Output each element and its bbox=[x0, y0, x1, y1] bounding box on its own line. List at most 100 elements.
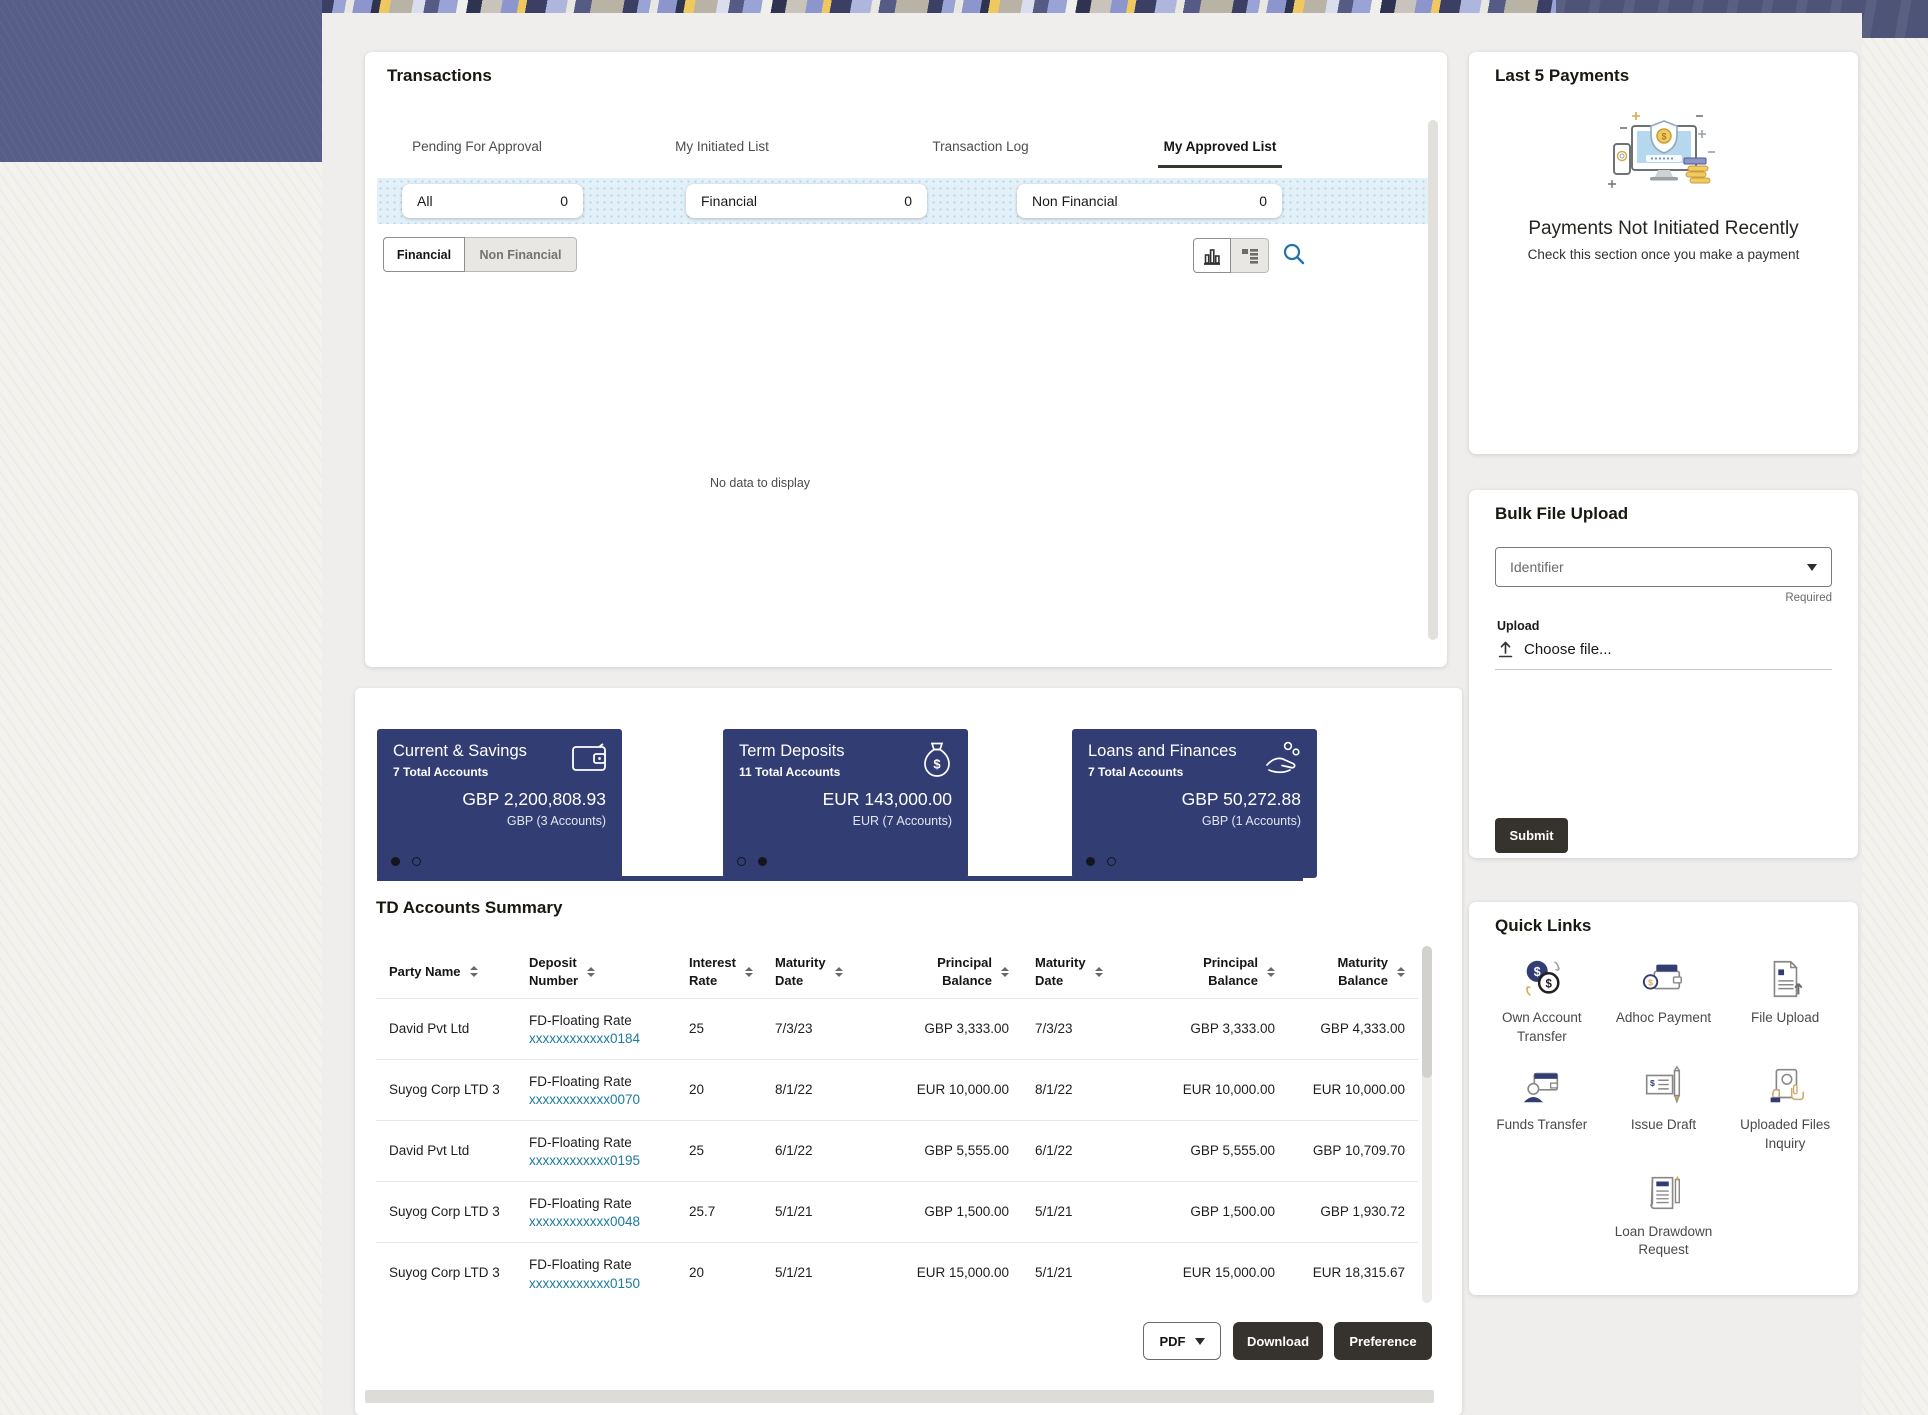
svg-text:$: $ bbox=[1651, 1078, 1656, 1088]
preference-button[interactable]: Preference bbox=[1334, 1322, 1432, 1360]
deposit-number-link[interactable]: xxxxxxxxxxxx0184 bbox=[529, 1031, 641, 1047]
cell-party-name: Suyog Corp LTD 3 bbox=[376, 1058, 516, 1120]
table-scrollbar[interactable] bbox=[1422, 946, 1432, 1303]
cell-deposit-number: FD-Floating Rate xxxxxxxxxxxx0184 bbox=[516, 997, 676, 1059]
transactions-scrollbar[interactable] bbox=[1428, 120, 1438, 640]
cell-maturity-date-2: 5/1/21 bbox=[1022, 1241, 1122, 1303]
bulk-file-upload-panel: Bulk File Upload Identifier Required Upl… bbox=[1469, 490, 1858, 858]
bar-chart-icon bbox=[1204, 248, 1220, 265]
identifier-placeholder: Identifier bbox=[1510, 559, 1564, 575]
filter-chip-count: 0 bbox=[904, 193, 912, 209]
tab-pending-for-approval[interactable]: Pending For Approval bbox=[412, 138, 542, 154]
deposit-number-link[interactable]: xxxxxxxxxxxx0195 bbox=[529, 1153, 641, 1169]
tab-transaction-log[interactable]: Transaction Log bbox=[932, 138, 1029, 154]
filter-chip-non-financial[interactable]: Non Financial 0 bbox=[1017, 184, 1282, 218]
loan-drawdown-request-icon bbox=[1650, 1175, 1681, 1209]
horizontal-scrollbar[interactable] bbox=[365, 1390, 1434, 1403]
tab-my-initiated-list[interactable]: My Initiated List bbox=[675, 138, 769, 154]
carousel-dot[interactable] bbox=[391, 857, 400, 866]
cell-party-name: Suyog Corp LTD 3 bbox=[376, 1180, 516, 1242]
sort-icon[interactable] bbox=[1267, 966, 1275, 977]
chart-view-button[interactable] bbox=[1193, 238, 1231, 273]
upload-arrow-icon bbox=[1498, 641, 1513, 658]
table-row: David Pvt Ltd FD-Floating Rate xxxxxxxxxxx… bbox=[376, 1119, 1418, 1181]
card-title: Loans and Finances bbox=[1088, 742, 1237, 760]
chevron-down-icon bbox=[1807, 563, 1817, 571]
submit-button[interactable]: Submit bbox=[1495, 818, 1568, 853]
tab-my-approved-list[interactable]: My Approved List bbox=[1158, 133, 1282, 168]
sort-icon[interactable] bbox=[1001, 966, 1009, 977]
sort-icon[interactable] bbox=[469, 966, 478, 977]
quick-link-uploaded-files-inquiry[interactable]: Uploaded Files Inquiry bbox=[1724, 1063, 1846, 1154]
column-header-party-name[interactable]: Party Name bbox=[376, 946, 516, 998]
quick-link-label: File Upload bbox=[1751, 1010, 1820, 1025]
filter-chip-financial[interactable]: Financial 0 bbox=[686, 184, 927, 218]
sort-icon[interactable] bbox=[587, 966, 596, 977]
filter-chip-all[interactable]: All 0 bbox=[402, 184, 583, 218]
cell-principal-balance-2: GBP 5,555.00 bbox=[1122, 1119, 1288, 1181]
identifier-select[interactable]: Identifier bbox=[1495, 547, 1832, 587]
carousel-dot[interactable] bbox=[737, 857, 746, 866]
deposit-number-link[interactable]: xxxxxxxxxxxx0070 bbox=[529, 1092, 641, 1108]
card-amount: EUR 143,000.00 bbox=[822, 789, 952, 809]
cell-principal-balance-2: EUR 15,000.00 bbox=[1122, 1241, 1288, 1303]
search-button[interactable] bbox=[1281, 242, 1307, 268]
money-bag-icon: $ bbox=[924, 742, 950, 777]
quick-link-label: Loan Drawdown Request bbox=[1614, 1223, 1713, 1258]
table-scrollbar-thumb[interactable] bbox=[1422, 946, 1432, 1078]
deposit-number-link[interactable]: xxxxxxxxxxxx0048 bbox=[529, 1214, 641, 1230]
carousel-dot[interactable] bbox=[1086, 857, 1095, 866]
required-hint: Required bbox=[1785, 592, 1832, 604]
cell-maturity-date: 6/1/22 bbox=[762, 1119, 862, 1181]
upload-label: Upload bbox=[1497, 619, 1540, 633]
account-card-current-savings[interactable]: Current & Savings 7 Total Accounts GBP 2… bbox=[377, 729, 622, 878]
list-view-button[interactable] bbox=[1231, 238, 1269, 273]
deposit-number-link[interactable]: xxxxxxxxxxxx0150 bbox=[529, 1275, 641, 1291]
cell-maturity-balance: GBP 1,930.72 bbox=[1288, 1180, 1418, 1242]
quick-link-own-account-transfer[interactable]: $ $ Own Account Transfer bbox=[1481, 956, 1603, 1047]
download-format-select[interactable]: PDF bbox=[1143, 1322, 1221, 1360]
quick-link-adhoc-payment[interactable]: $ Adhoc Payment bbox=[1603, 956, 1725, 1047]
bulk-upload-title: Bulk File Upload bbox=[1495, 504, 1629, 523]
column-header-maturity-date[interactable]: Maturity Date bbox=[762, 946, 862, 998]
financial-button[interactable]: Financial bbox=[383, 237, 465, 272]
cell-maturity-date-2: 6/1/22 bbox=[1022, 1119, 1122, 1181]
non-financial-button[interactable]: Non Financial bbox=[465, 237, 577, 272]
cell-deposit-number: FD-Floating Rate xxxxxxxxxxxx0048 bbox=[516, 1180, 676, 1242]
quick-link-issue-draft[interactable]: $ Issue Draft bbox=[1603, 1063, 1725, 1154]
quick-link-funds-transfer[interactable]: Funds Transfer bbox=[1481, 1063, 1603, 1154]
sort-icon[interactable] bbox=[834, 966, 843, 977]
no-payments-heading: Payments Not Initiated Recently bbox=[1528, 218, 1799, 239]
account-card-loans-finances[interactable]: Loans and Finances 7 Total Accounts GBP … bbox=[1072, 729, 1317, 878]
carousel-dot[interactable] bbox=[412, 857, 421, 866]
card-subtitle: 11 Total Accounts bbox=[739, 765, 841, 779]
sort-icon[interactable] bbox=[1094, 966, 1103, 977]
sort-icon[interactable] bbox=[1397, 966, 1405, 977]
column-header-principal-balance[interactable]: Principal Balance bbox=[862, 946, 1022, 998]
account-card-term-deposits[interactable]: Term Deposits 11 Total Accounts $ EUR 14… bbox=[723, 729, 968, 878]
quick-link-loan-drawdown-request[interactable]: Loan Drawdown Request bbox=[1603, 1170, 1725, 1261]
carousel-dot[interactable] bbox=[1107, 857, 1116, 866]
choose-file-label: Choose file... bbox=[1524, 640, 1612, 658]
column-header-interest-rate[interactable]: Interest Rate bbox=[676, 946, 762, 998]
carousel-dots bbox=[391, 857, 421, 866]
download-button[interactable]: Download bbox=[1233, 1322, 1323, 1360]
carousel-dot[interactable] bbox=[758, 857, 767, 866]
no-payments-subheading: Check this section once you make a payme… bbox=[1527, 247, 1800, 262]
deposit-type: FD-Floating Rate bbox=[529, 1073, 632, 1089]
column-header-principal-balance-2[interactable]: Principal Balance bbox=[1122, 946, 1288, 998]
sort-icon[interactable] bbox=[744, 966, 753, 977]
quick-links-title: Quick Links bbox=[1495, 916, 1592, 935]
view-toggle bbox=[1193, 238, 1269, 273]
column-header-maturity-balance[interactable]: Maturity Balance bbox=[1288, 946, 1418, 998]
quick-link-file-upload[interactable]: File Upload bbox=[1724, 956, 1846, 1047]
cell-principal-balance-2: GBP 3,333.00 bbox=[1122, 997, 1288, 1059]
cell-principal-balance: EUR 10,000.00 bbox=[862, 1058, 1022, 1120]
column-header-maturity-date-2[interactable]: Maturity Date bbox=[1022, 946, 1122, 998]
cards-carousel-scrollbar[interactable] bbox=[377, 876, 1303, 881]
choose-file-button[interactable]: Choose file... bbox=[1497, 640, 1612, 658]
cell-maturity-balance: EUR 10,000.00 bbox=[1288, 1058, 1418, 1120]
transaction-filter-bar: All 0 Financial 0 Non Financial 0 bbox=[377, 178, 1435, 224]
column-header-deposit-number[interactable]: Deposit Number bbox=[516, 946, 676, 998]
